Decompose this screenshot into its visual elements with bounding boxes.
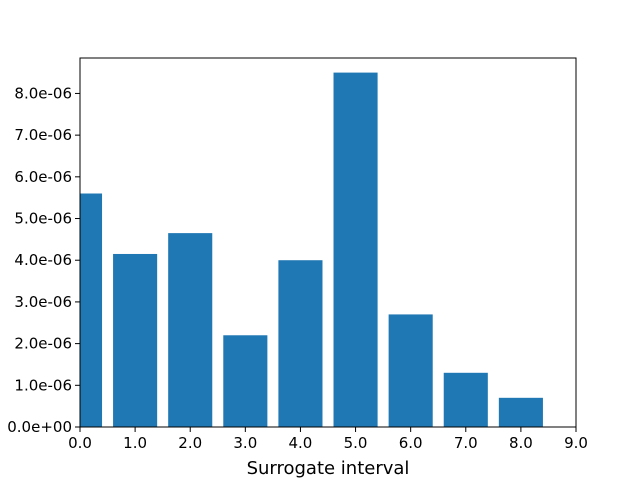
bar xyxy=(80,193,103,427)
bar xyxy=(113,253,158,427)
bar xyxy=(223,335,268,427)
bar xyxy=(168,233,213,427)
bar xyxy=(388,314,433,427)
y-tick-label: 0.0e+00 xyxy=(7,418,72,436)
x-tick-label: 4.0 xyxy=(289,434,313,452)
x-tick-label: 0.0 xyxy=(68,434,92,452)
bar xyxy=(278,260,323,427)
plot-frame xyxy=(79,57,577,428)
x-axis-title: Surrogate interval xyxy=(247,458,410,479)
x-tick-label: 8.0 xyxy=(509,434,533,452)
x-tick-label: 6.0 xyxy=(399,434,423,452)
x-tick-label: 1.0 xyxy=(123,434,147,452)
x-tick-label: 3.0 xyxy=(233,434,257,452)
y-tick-label: 8.0e-06 xyxy=(14,84,72,102)
y-tick-label: 7.0e-06 xyxy=(14,126,72,144)
x-tick-label: 9.0 xyxy=(564,434,588,452)
bar xyxy=(443,372,488,427)
y-tick-label: 4.0e-06 xyxy=(14,251,72,269)
y-tick-label: 3.0e-06 xyxy=(14,293,72,311)
y-axis-ticks: 0.0e+00 1.0e-06 2.0e-06 3.0e-06 4.0e-06 5.0e-… xyxy=(7,84,80,436)
bar xyxy=(333,72,378,427)
x-tick-label: 2.0 xyxy=(178,434,202,452)
x-tick-label: 5.0 xyxy=(344,434,368,452)
bar xyxy=(498,397,543,427)
y-tick-label: 1.0e-06 xyxy=(14,376,72,394)
x-tick-label: 7.0 xyxy=(454,434,478,452)
x-axis-ticks: 0.0 1.0 2.0 3.0 4.0 5.0 6.0 7.0 8.0 9.0 xyxy=(68,427,588,452)
y-tick-label: 2.0e-06 xyxy=(14,335,72,353)
y-tick-label: 5.0e-06 xyxy=(14,210,72,228)
y-tick-label: 6.0e-06 xyxy=(14,168,72,186)
bars-group xyxy=(80,72,543,427)
